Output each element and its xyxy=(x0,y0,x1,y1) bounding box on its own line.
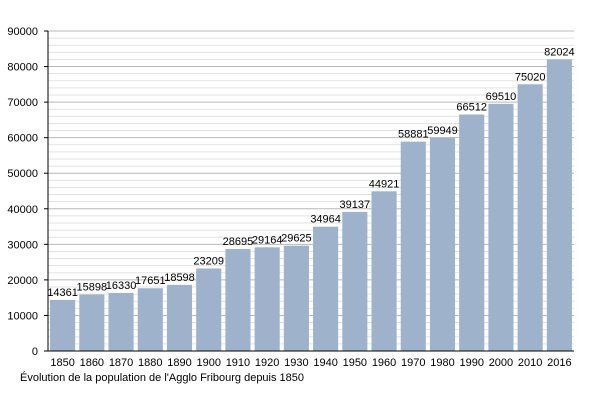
y-tick-label: 80000 xyxy=(7,62,38,74)
chart-caption: Évolution de la population de l'Agglo Fr… xyxy=(20,372,305,384)
gridlines xyxy=(48,30,574,345)
bar-1900 xyxy=(196,268,222,351)
y-tick-label: 20000 xyxy=(7,275,38,287)
data-label: 69510 xyxy=(486,91,517,103)
bar-2010 xyxy=(517,84,543,352)
y-tick-label: 40000 xyxy=(7,204,38,216)
y-tick-label: 60000 xyxy=(7,133,38,145)
x-tick-label: 1930 xyxy=(284,357,308,369)
bar-2000 xyxy=(488,103,514,351)
bar-1880 xyxy=(137,288,163,351)
data-label: 82024 xyxy=(544,46,575,58)
y-tick-labels: 0 10000 20000 30000 40000 50000 60000 70000 8000… xyxy=(7,26,38,358)
x-tick-label: 1900 xyxy=(196,357,220,369)
data-label: 66512 xyxy=(456,102,487,114)
data-label: 75020 xyxy=(515,71,546,83)
x-tick-label: 1920 xyxy=(255,357,279,369)
y-tick-label: 50000 xyxy=(7,168,38,180)
bar-1930 xyxy=(283,245,309,351)
bar-1910 xyxy=(225,248,251,351)
bar-1940 xyxy=(313,226,339,351)
y-tick-label: 10000 xyxy=(7,310,38,322)
bar-1850 xyxy=(50,299,76,351)
x-tick-label: 1970 xyxy=(401,357,425,369)
bar-chart: 0 10000 20000 30000 40000 50000 60000 70000 8000… xyxy=(7,26,574,369)
data-label: 34964 xyxy=(310,214,341,226)
y-tick-label: 30000 xyxy=(7,239,38,251)
x-tick-label: 1990 xyxy=(459,357,483,369)
data-label: 58881 xyxy=(398,129,429,141)
x-tick-label: 1960 xyxy=(372,357,396,369)
data-label: 23209 xyxy=(193,255,224,267)
x-tick-label: 1890 xyxy=(167,357,191,369)
bar-1950 xyxy=(342,211,368,351)
y-tick-label: 70000 xyxy=(7,97,38,109)
y-tick-label: 90000 xyxy=(7,26,38,38)
bar-2016 xyxy=(546,59,572,352)
data-label: 39137 xyxy=(340,199,371,211)
bar-1980 xyxy=(429,137,456,351)
x-tick-label: 1910 xyxy=(226,357,250,369)
bar-1920 xyxy=(254,247,280,351)
x-tick-label: 2010 xyxy=(518,357,542,369)
x-tick-label: 1980 xyxy=(430,357,454,369)
bar-1970 xyxy=(400,141,426,351)
data-label: 15898 xyxy=(77,281,108,293)
x-tick-label: 2000 xyxy=(489,357,513,369)
data-label: 29625 xyxy=(281,233,312,245)
bars xyxy=(50,59,572,352)
data-label: 44921 xyxy=(369,178,400,190)
x-tick-label: 2016 xyxy=(547,357,571,369)
data-label: 14361 xyxy=(47,287,78,299)
bar-1960 xyxy=(371,191,397,351)
bar-1890 xyxy=(166,284,193,351)
data-label: 29164 xyxy=(252,234,283,246)
bar-1870 xyxy=(108,292,134,351)
x-tick-label: 1950 xyxy=(343,357,367,369)
x-tick-label: 1880 xyxy=(138,357,162,369)
data-label: 59949 xyxy=(427,125,458,137)
data-label: 18598 xyxy=(164,272,195,284)
x-tick-label: 1940 xyxy=(313,357,337,369)
data-label: 16330 xyxy=(106,280,137,292)
bar-1990 xyxy=(459,114,485,352)
axes xyxy=(44,30,574,352)
data-label: 17651 xyxy=(135,275,166,287)
x-tick-label: 1860 xyxy=(80,357,104,369)
y-tick-label: 0 xyxy=(32,346,38,358)
x-tick-label: 1850 xyxy=(50,357,74,369)
bar-1860 xyxy=(79,294,105,351)
x-tick-labels: 1850 1860 1870 1880 1890 1900 1910 1920 1930 1940… xyxy=(50,357,571,369)
data-label: 28695 xyxy=(223,236,254,248)
x-tick-label: 1870 xyxy=(109,357,133,369)
